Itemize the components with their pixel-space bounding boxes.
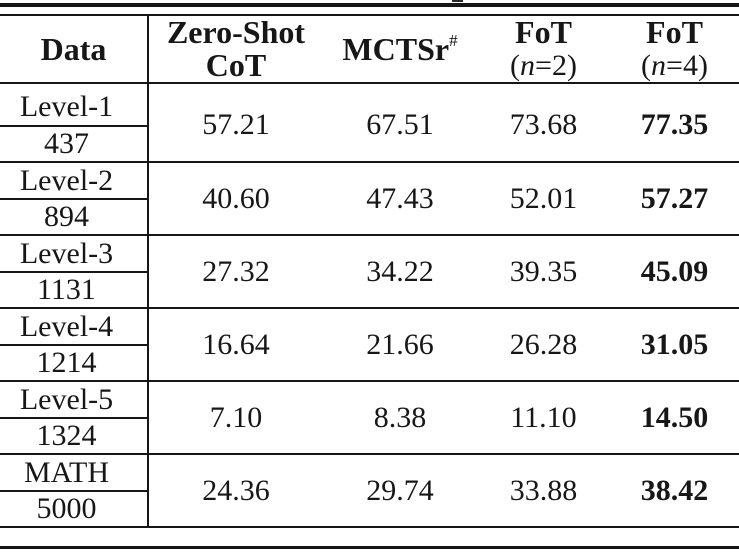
header-cell-fot-n2: FoT (n=2)	[477, 14, 610, 84]
table-row-level-4: Level-4 16.64 21.66 26.28 31.05	[0, 307, 739, 381]
italic-n: n	[520, 49, 536, 82]
table-row-math-count: 5000	[0, 491, 739, 527]
n2-value: =2)	[535, 49, 577, 82]
value-cell-fot-n4: 31.05	[610, 307, 739, 381]
row-count-cell: 5000	[0, 491, 149, 527]
value-cell-fot-n2: 26.28	[477, 307, 610, 381]
header-label-zero-shot: Zero-Shot	[166, 14, 306, 50]
value-cell-fot-n2: 11.10	[477, 380, 610, 454]
value-cell-mctsr: 21.66	[323, 307, 477, 381]
value-cell-zero-shot-cot: 27.32	[148, 234, 323, 308]
table-row-level-3-count: 1131	[0, 272, 739, 308]
row-label-cell: Level-3	[0, 234, 149, 273]
row-count-cell: 1324	[0, 418, 149, 454]
row-label-cell: MATH	[0, 453, 149, 492]
header-label-fot-n2: FoT	[515, 14, 572, 50]
value-cell-fot-n2: 39.35	[477, 234, 610, 308]
table-row-level-3: Level-3 27.32 34.22 39.35 45.09	[0, 234, 739, 308]
value-cell-fot-n2: 52.01	[477, 161, 610, 235]
table-row-level-2: Level-2 40.60 47.43 52.01 57.27	[0, 161, 739, 235]
value-cell-fot-n4: 77.35	[640, 108, 709, 141]
value-cell-mctsr: 67.51	[366, 108, 434, 141]
caption-text-remnant	[452, 0, 463, 2]
value-cell-zero-shot-cot: 24.36	[148, 453, 323, 527]
value-cell-zero-shot-cot: 40.60	[148, 161, 323, 235]
header-label-fot-n4: FoT	[646, 14, 703, 50]
row-label-cell: Level-5	[0, 380, 149, 419]
table-row-math: MATH 24.36 29.74 33.88 38.42	[0, 453, 739, 527]
results-table: Data Zero-Shot CoT MCTSr# FoT (n=2) FoT …	[0, 14, 739, 528]
value-cell-fot-n2: 33.88	[477, 453, 610, 527]
table-row-level-5: Level-5 7.10 8.38 11.10 14.50	[0, 380, 739, 454]
italic-n: n	[651, 49, 667, 82]
value-cell-fot-n2: 73.68	[509, 108, 578, 141]
value-cell-mctsr: 47.43	[323, 161, 477, 235]
value-cell-fot-n4: 45.09	[610, 234, 739, 308]
row-label-cell: Level-1	[0, 89, 149, 127]
table-row-level-1-count: 437	[0, 126, 739, 162]
table-top-outer-rule	[0, 3, 739, 7]
row-count-cell: 437	[0, 126, 149, 162]
n4-value: =4)	[666, 49, 708, 82]
table-row-level-5-count: 1324	[0, 418, 739, 454]
table-row-level-2-count: 894	[0, 199, 739, 235]
value-cell-fot-n4: 14.50	[610, 380, 739, 454]
value-cell-fot-n4: 38.42	[610, 453, 739, 527]
header-sublabel-n4: (n=4)	[610, 49, 739, 82]
double-rule-gap-row	[0, 83, 739, 89]
header-cell-zero-shot-cot: Zero-Shot CoT	[148, 14, 323, 84]
header-cell-fot-n4: FoT (n=4)	[610, 14, 739, 84]
row-count-cell: 894	[0, 199, 149, 235]
header-label-mctsr: MCTSr	[342, 30, 450, 67]
paren-open: (	[641, 49, 652, 82]
paren-open: (	[510, 49, 521, 82]
value-cell-mctsr: 29.74	[323, 453, 477, 527]
value-cell-zero-shot-cot: 16.64	[148, 307, 323, 381]
header-label-cot: CoT	[205, 47, 267, 83]
value-cell-mctsr: 8.38	[323, 380, 477, 454]
header-row: Data Zero-Shot CoT MCTSr# FoT (n=2) FoT …	[0, 14, 739, 84]
value-cell-zero-shot-cot: 7.10	[148, 380, 323, 454]
table-row-level-1: Level-1 57.21 67.51 73.68 77.35	[0, 89, 739, 141]
header-cell-mctsr: MCTSr#	[323, 15, 477, 84]
value-cell-fot-n4: 57.27	[610, 161, 739, 235]
row-label-cell: Level-2	[0, 161, 149, 200]
row-count-cell: 1214	[0, 345, 149, 381]
header-sublabel-n2: (n=2)	[477, 49, 610, 82]
row-label-cell: Level-4	[0, 307, 149, 346]
header-label-data: Data	[40, 30, 107, 67]
table-bottom-outer-rule	[0, 546, 739, 549]
row-count-cell: 1131	[0, 272, 149, 308]
value-cell-mctsr: 34.22	[323, 234, 477, 308]
mctsr-superscript-hash: #	[449, 30, 458, 50]
header-cell-data: Data	[0, 15, 149, 84]
value-cell-zero-shot-cot: 57.21	[202, 108, 270, 141]
table-row-level-4-count: 1214	[0, 345, 739, 381]
